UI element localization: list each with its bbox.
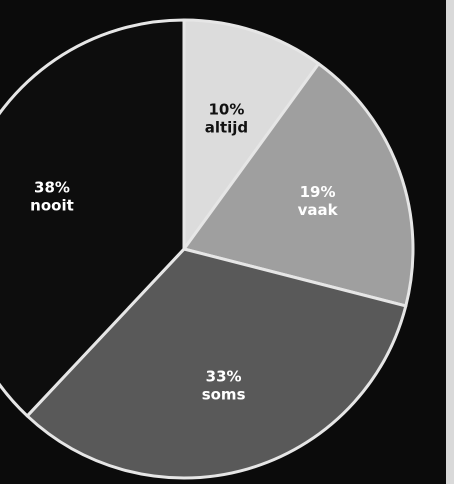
pie-label-category-altijd: altijd xyxy=(205,118,248,136)
pie-slice-soms xyxy=(25,247,408,480)
pie-slice-nooit xyxy=(0,18,186,418)
pie-label-percent-nooit: 38% xyxy=(34,179,70,197)
pie-label-category-soms: soms xyxy=(202,385,246,403)
pie-slice-vaak xyxy=(182,62,415,308)
pie-labels: 10%altijd 19%vaak 33%soms 38%nooit xyxy=(30,100,338,403)
pie-label-percent-soms: 33% xyxy=(206,367,242,385)
pie-label-category-vaak: vaak xyxy=(298,201,339,219)
pie-label-percent-altijd: 10% xyxy=(209,100,245,118)
pie-slices xyxy=(0,18,415,480)
pie-label-percent-vaak: 19% xyxy=(300,183,336,201)
page-edge xyxy=(446,0,454,484)
pie-slice-altijd xyxy=(182,18,321,251)
pie-label-category-nooit: nooit xyxy=(30,197,74,215)
